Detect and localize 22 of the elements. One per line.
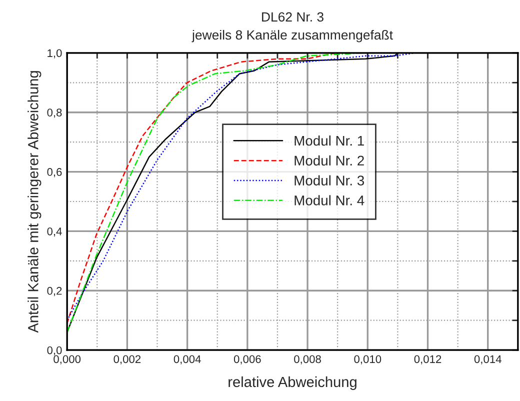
y-tick-label: 1,0: [48, 49, 62, 58]
y-axis-title: Anteil Kanäle mit geringerer Abweichung: [28, 71, 42, 333]
y-tick-label: 0,4: [47, 227, 62, 237]
legend-label: Modul Nr. 4: [294, 195, 364, 206]
chart-title: DL62 Nr. 3: [262, 12, 324, 22]
chart-subtitle: jeweils 8 Kanäle zusammengefaßt: [192, 30, 393, 42]
x-tick-label: 0,006: [234, 355, 261, 364]
x-tick-label: 0,014: [474, 355, 502, 364]
x-tick-label: 0,002: [114, 355, 141, 364]
y-tick-label: 0,8: [47, 108, 62, 118]
y-tick-label: 0,6: [47, 168, 62, 178]
x-tick-label: 0,000: [54, 355, 81, 364]
legend-label: Modul Nr. 2: [294, 155, 364, 166]
x-tick-label: 0,008: [294, 355, 321, 364]
x-axis-title: relative Abweichung: [228, 376, 356, 390]
x-tick-label: 0,012: [414, 355, 442, 364]
x-tick-label: 0,010: [354, 355, 382, 364]
legend-label: Modul Nr. 1: [294, 135, 364, 146]
y-tick-label: 0,2: [47, 286, 62, 296]
y-tick-label: 0,0: [47, 346, 62, 356]
x-tick-label: 0,004: [174, 355, 201, 364]
legend-label: Modul Nr. 3: [294, 175, 364, 186]
